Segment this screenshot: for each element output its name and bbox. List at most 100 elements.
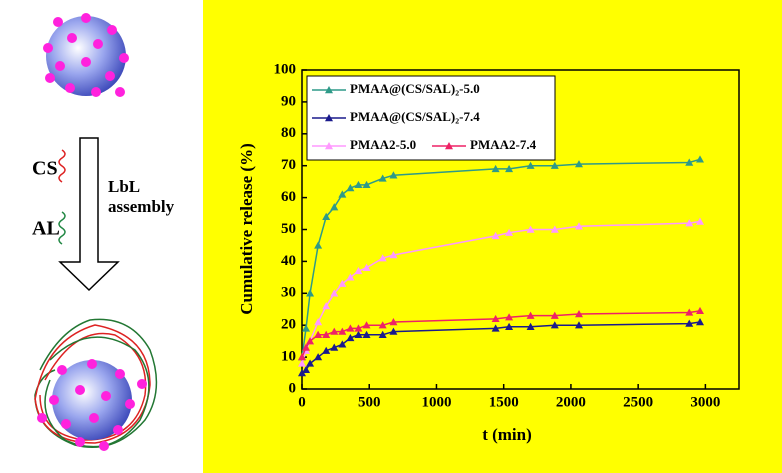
data-point [696, 155, 705, 163]
data-point [685, 158, 694, 166]
data-point [491, 314, 500, 323]
data-point [330, 289, 339, 297]
data-point [389, 327, 398, 335]
data-point [322, 346, 331, 354]
y-axis-label: Cumulative release (%) [237, 143, 256, 315]
data-point [314, 241, 323, 249]
y-tick-label: 70 [281, 157, 296, 173]
data-point [378, 254, 387, 262]
legend-label: PMAA2-7.4 [470, 137, 537, 152]
x-tick-label: 1000 [421, 394, 451, 410]
legend-marker [325, 142, 333, 150]
cs-chain [58, 149, 66, 183]
legend-label: PMAA2-5.0 [350, 137, 416, 152]
data-point [389, 171, 398, 179]
y-tick-label: 0 [289, 380, 297, 396]
legend-box [306, 75, 556, 161]
x-tick-label: 2500 [623, 394, 653, 410]
data-point [306, 337, 315, 345]
data-point [330, 343, 339, 351]
legend-marker [445, 142, 453, 150]
data-point [338, 190, 347, 198]
drug-dots [43, 13, 129, 97]
y-tick-label: 100 [274, 61, 297, 77]
data-point [550, 161, 559, 169]
data-point [346, 273, 355, 281]
drug-dots [37, 359, 147, 451]
y-tick-label: 20 [281, 317, 296, 333]
data-point [354, 330, 363, 338]
data-point [389, 318, 398, 326]
data-point [505, 228, 514, 236]
y-tick-label: 80 [281, 125, 296, 141]
data-point [298, 359, 306, 367]
chart: t (min) Cumulative release (%) 0 10 20 30 40… [237, 61, 740, 444]
data-point [298, 353, 306, 361]
coated-particle [52, 360, 132, 440]
data-point [346, 333, 355, 342]
data-point [322, 330, 331, 338]
data-point [362, 263, 371, 271]
x-tick-label: 2000 [556, 394, 586, 410]
data-point [302, 324, 311, 332]
data-point [354, 324, 363, 332]
y-tick-label: 40 [281, 253, 296, 269]
data-point [491, 324, 500, 332]
data-point [302, 343, 311, 351]
data-point [378, 330, 387, 338]
x-tick-label: 0 [298, 394, 306, 410]
legend-label: PMAA@(CS/SAL)₂-5.0 [350, 81, 480, 96]
data-point [685, 319, 694, 327]
data-point [505, 322, 514, 330]
data-point [362, 330, 371, 338]
data-point [330, 203, 339, 211]
data-point [550, 321, 559, 329]
data-point [306, 359, 315, 367]
process-label: LbL [108, 177, 140, 196]
data-point [505, 164, 514, 173]
scheme: CS AL LbL assembly [32, 13, 175, 451]
data-point [526, 161, 535, 169]
data-point [338, 340, 347, 348]
data-point [322, 212, 331, 220]
data-point [574, 160, 583, 168]
coating [34, 318, 158, 448]
data-point [526, 311, 535, 319]
data-point [550, 225, 559, 233]
legend-label: PMAA@(CS/SAL)₂-7.4 [350, 109, 480, 124]
data-point [346, 184, 355, 192]
process-label: assembly [108, 197, 175, 216]
data-point [685, 219, 694, 227]
x-tick-label: 3000 [690, 394, 720, 410]
polymer-label: AL [32, 218, 60, 240]
data-point [696, 217, 705, 225]
x-tick-label: 1500 [489, 394, 519, 410]
al-chain [58, 211, 66, 245]
data-point [330, 327, 339, 335]
data-point [298, 369, 306, 377]
data-point [491, 164, 500, 173]
polymer-label: CS [32, 158, 58, 180]
data-point [354, 266, 363, 275]
y-tick-label: 10 [281, 349, 296, 365]
data-point [378, 321, 387, 329]
data-point [526, 225, 535, 233]
data-point [346, 324, 355, 332]
data-point [685, 308, 694, 316]
data-point [314, 330, 323, 338]
data-point [491, 231, 500, 240]
data-point [314, 318, 323, 326]
data-point [338, 279, 347, 287]
data-point [306, 289, 315, 297]
data-point [354, 180, 363, 189]
legend-marker [325, 86, 333, 94]
data-point [505, 313, 514, 321]
legend-marker [325, 114, 333, 122]
data-point [696, 318, 705, 326]
data-point [526, 322, 535, 330]
y-tick-label: 50 [281, 221, 296, 237]
x-axis-label: t (min) [482, 425, 532, 444]
data-point [314, 353, 323, 361]
data-point [302, 365, 311, 374]
